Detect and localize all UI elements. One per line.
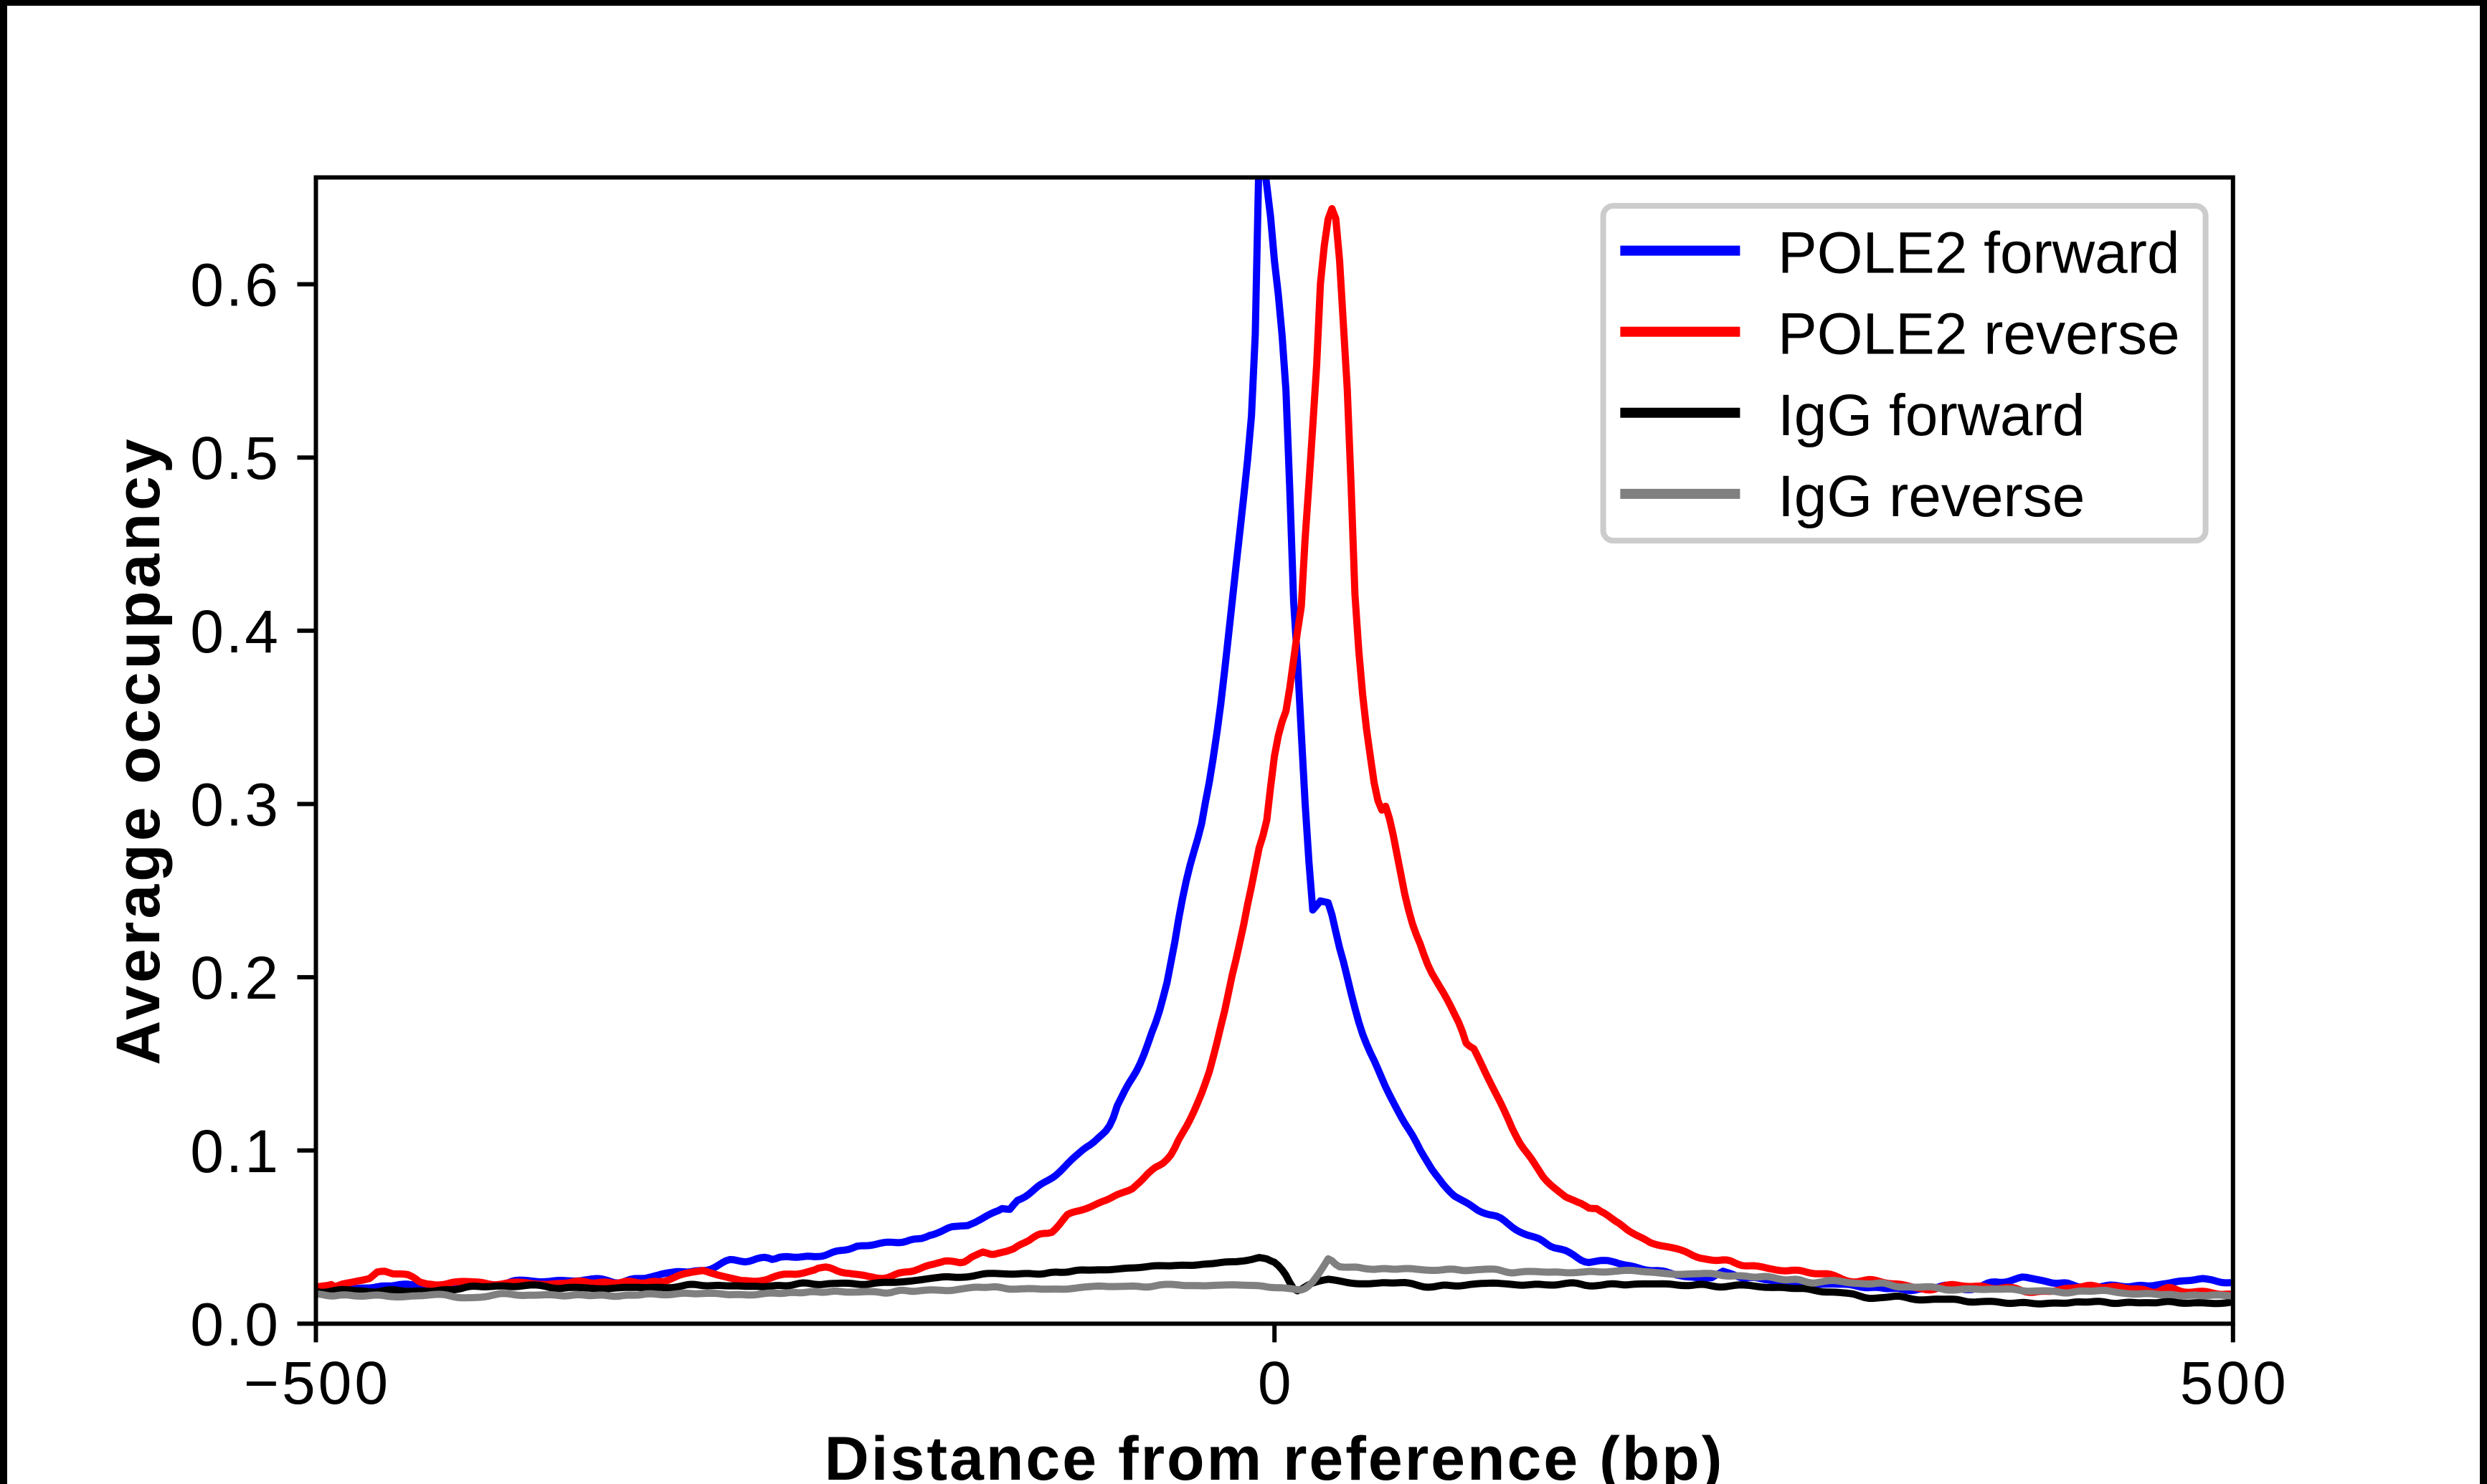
svg-text:0: 0: [1258, 1349, 1294, 1417]
svg-text:POLE2 forward: POLE2 forward: [1778, 221, 2180, 286]
svg-text:0.0: 0.0: [190, 1290, 280, 1358]
svg-text:0.2: 0.2: [190, 944, 280, 1012]
svg-text:500: 500: [2180, 1349, 2289, 1417]
svg-text:0.1: 0.1: [190, 1118, 280, 1185]
svg-text:Distance from reference (bp): Distance from reference (bp): [825, 1424, 1725, 1484]
svg-text:0.3: 0.3: [190, 771, 280, 839]
svg-text:Average occupancy: Average occupancy: [104, 436, 173, 1065]
svg-text:−500: −500: [244, 1349, 391, 1417]
svg-text:0.4: 0.4: [190, 598, 280, 665]
svg-text:0.6: 0.6: [190, 252, 280, 319]
svg-text:0.5: 0.5: [190, 424, 280, 492]
svg-text:IgG reverse: IgG reverse: [1778, 464, 2085, 529]
svg-text:POLE2 reverse: POLE2 reverse: [1778, 302, 2180, 367]
svg-text:IgG forward: IgG forward: [1778, 383, 2085, 448]
